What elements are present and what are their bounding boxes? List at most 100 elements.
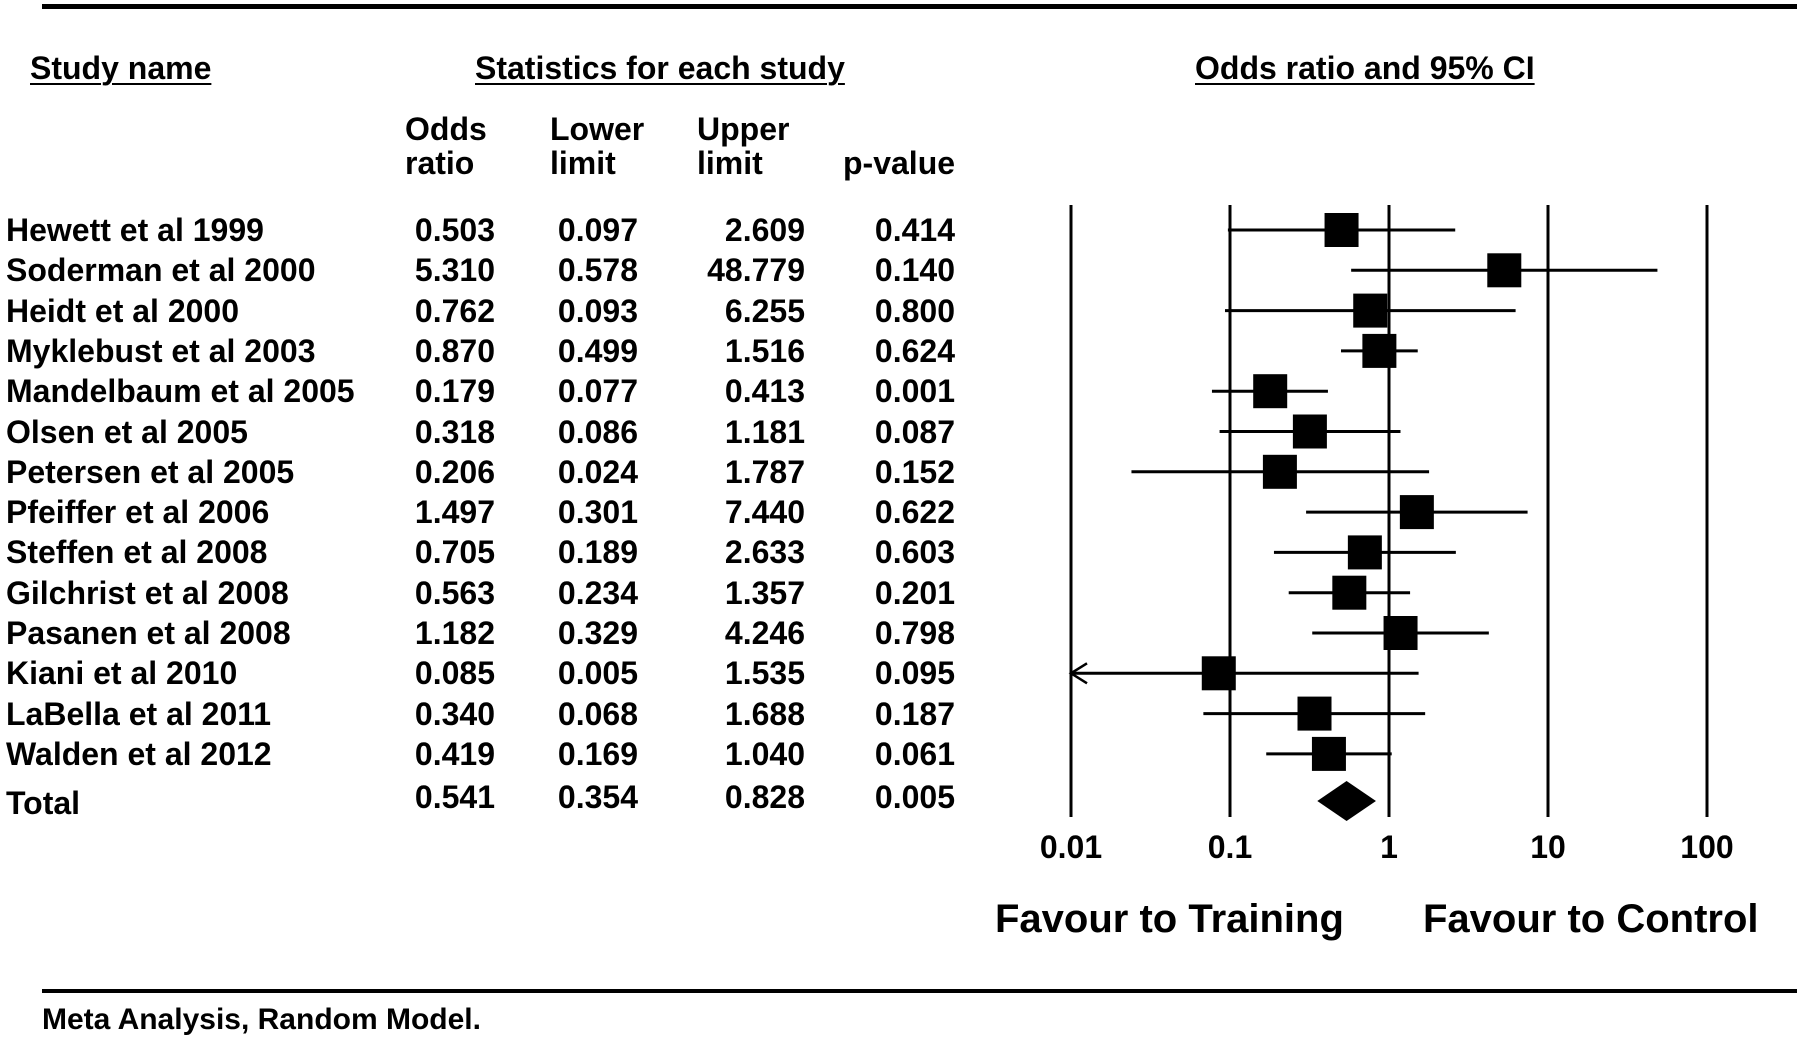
lower-limit-cell: 0.234: [557, 574, 638, 611]
p-value-cell: 0.624: [874, 332, 955, 369]
favour-training-label: Favour to Training: [995, 897, 1344, 941]
upper-limit-cell: 4.246: [724, 615, 805, 651]
study-name: Mandelbaum et al 2005: [6, 373, 355, 410]
study-marker: [1292, 414, 1327, 449]
upper-limit-cell: 0.828: [724, 779, 805, 815]
study-name: LaBella et al 2011: [6, 695, 272, 732]
study-name: Pasanen et al 2008: [6, 615, 291, 651]
upper-limit-cell: 1.357: [724, 574, 805, 611]
odds-ratio-cell: 1.182: [414, 615, 495, 651]
study-marker: [1487, 253, 1522, 288]
favour-control-label: Favour to Control: [1423, 897, 1759, 941]
lower-limit-cell: 0.093: [557, 292, 638, 329]
odds-ratio-cell: 0.340: [414, 695, 495, 732]
col-odds-ratio: Odds ratio: [405, 111, 487, 181]
study-marker: [1253, 374, 1288, 409]
footer-note: Meta Analysis, Random Model.: [42, 1003, 481, 1036]
ci-arrow: [1068, 662, 1088, 685]
p-value-cell: 0.152: [874, 453, 955, 490]
lower-limit-cell: 0.578: [557, 252, 638, 289]
p-value-cell: 0.087: [874, 413, 955, 450]
top-rule: [42, 4, 1797, 9]
odds-ratio-cell: 0.503: [414, 212, 495, 248]
study-marker: [1347, 535, 1382, 570]
x-tick-label: 1: [1380, 829, 1398, 865]
odds-ratio-cell: 0.085: [414, 655, 495, 692]
odds-ratio-cell: 0.318: [414, 413, 495, 450]
p-value-cell: 0.001: [874, 373, 955, 410]
study-name-header: Study name: [30, 50, 212, 86]
upper-limit-cell: 1.040: [724, 735, 805, 772]
lower-limit-cell: 0.097: [557, 212, 638, 248]
col-upper-limit: Upper limit: [697, 111, 790, 181]
upper-limit-cell: 0.413: [724, 373, 805, 410]
p-value-cell: 0.005: [874, 779, 955, 815]
p-value-cell: 0.187: [874, 695, 955, 732]
lower-limit-cell: 0.329: [557, 615, 638, 651]
upper-limit-cell: 2.609: [724, 212, 805, 248]
study-marker: [1362, 333, 1397, 368]
upper-limit-cell: 1.688: [724, 695, 805, 732]
upper-limit-cell: 1.787: [724, 453, 805, 490]
study-marker: [1399, 495, 1434, 530]
lower-limit-cell: 0.189: [557, 534, 638, 571]
odds-ratio-cell: 0.870: [414, 332, 495, 369]
study-marker: [1353, 293, 1388, 328]
upper-limit-cell: 2.633: [724, 534, 805, 571]
p-value-cell: 0.603: [874, 534, 955, 571]
forest-plot: 0.01 0.1 1 10 100: [1040, 205, 1734, 865]
p-value-cell: 0.800: [874, 292, 955, 329]
study-marker: [1297, 696, 1332, 731]
p-value-cell: 0.798: [874, 615, 955, 651]
study-name: Heidt et al 2000: [6, 292, 239, 329]
study-name: Kiani et al 2010: [6, 655, 238, 692]
upper-limit-cell: 6.255: [724, 292, 805, 329]
odds-ratio-cell: 0.563: [414, 574, 495, 611]
lower-limit-cell: 0.354: [557, 779, 638, 815]
study-name: Steffen et al 2008: [6, 534, 268, 571]
odds-ratio-cell: 0.179: [414, 373, 495, 410]
study-name: Petersen et al 2005: [6, 453, 295, 490]
study-name: Hewett et al 1999: [6, 212, 264, 248]
study-name: Soderman et al 2000: [6, 252, 316, 289]
p-value-cell: 0.140: [874, 252, 955, 289]
study-marker: [1332, 575, 1367, 610]
bottom-rule: [42, 989, 1797, 993]
odds-ratio-cell: 5.310: [414, 252, 495, 289]
upper-limit-cell: 1.181: [724, 413, 805, 450]
x-tick-label: 100: [1680, 829, 1733, 865]
lower-limit-cell: 0.077: [557, 373, 638, 410]
upper-limit-cell: 1.516: [724, 332, 805, 369]
study-marker: [1324, 213, 1359, 247]
odds-ratio-cell: 0.206: [414, 453, 495, 490]
odds-ratio-cell: 1.497: [414, 494, 495, 531]
odds-ci-header: Odds ratio and 95% CI: [1195, 50, 1535, 86]
pooled-diamond: [1317, 781, 1376, 821]
p-value-cell: 0.414: [874, 212, 955, 248]
p-value-cell: 0.201: [874, 574, 955, 611]
lower-limit-cell: 0.005: [557, 655, 638, 692]
study-marker: [1262, 454, 1297, 489]
total-label: Total: [6, 785, 81, 821]
lower-limit-cell: 0.499: [557, 332, 638, 369]
p-value-cell: 0.095: [874, 655, 955, 692]
upper-limit-cell: 1.535: [724, 655, 805, 692]
p-value-cell: 0.622: [874, 494, 955, 531]
lower-limit-cell: 0.301: [557, 494, 638, 531]
col-lower-limit: Lower limit: [550, 111, 645, 181]
lower-limit-cell: 0.068: [557, 695, 638, 732]
odds-ratio-cell: 0.705: [414, 534, 495, 571]
upper-limit-cell: 7.440: [724, 494, 805, 531]
upper-limit-cell: 48.779: [707, 252, 805, 289]
odds-ratio-cell: 0.419: [414, 735, 495, 772]
study-name: Olsen et al 2005: [6, 413, 248, 450]
x-tick-label: 0.1: [1208, 829, 1252, 865]
study-name: Gilchrist et al 2008: [6, 574, 289, 611]
study-marker: [1311, 736, 1346, 771]
x-tick-label: 0.01: [1040, 829, 1102, 865]
study-name: Walden et al 2012: [6, 735, 272, 772]
study-name: Myklebust et al 2003: [6, 332, 316, 369]
lower-limit-cell: 0.024: [557, 453, 638, 490]
study-marker: [1383, 616, 1418, 650]
odds-ratio-cell: 0.541: [414, 779, 495, 815]
